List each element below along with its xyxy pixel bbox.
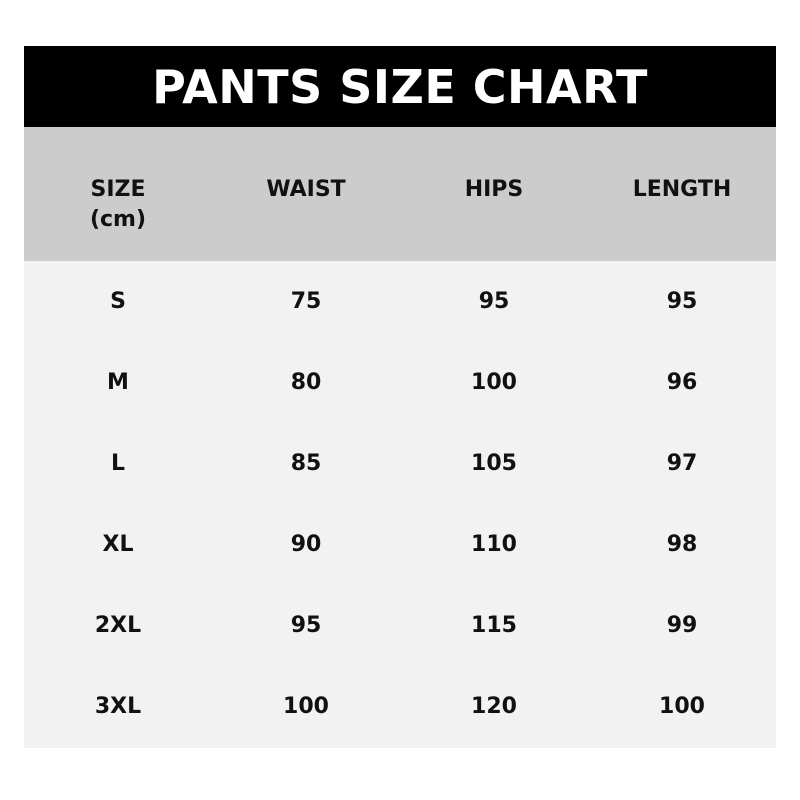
cell-size: XL <box>102 532 134 557</box>
cell-waist: 80 <box>290 370 322 395</box>
cell-size: 3XL <box>94 694 142 719</box>
cell-hips: 115 <box>471 613 517 638</box>
cell-hips: 100 <box>471 370 517 395</box>
table-body: S 75 95 95 M 80 100 96 L 85 105 97 XL 90 110 98 2XL 95 115… <box>24 261 776 748</box>
cell-hips: 95 <box>478 289 510 314</box>
cell-length: 98 <box>666 532 698 557</box>
header-row: SIZE (cm) WAIST HIPS LENGTH <box>24 127 776 261</box>
table-row: M 80 100 96 <box>24 342 776 423</box>
header-waist: WAIST <box>266 177 346 202</box>
table-row: XL 90 110 98 <box>24 504 776 585</box>
cell-waist: 100 <box>283 694 329 719</box>
size-chart-table: PANTS SIZE CHART SIZE (cm) WAIST HIPS LEN… <box>24 46 776 748</box>
table-row: S 75 95 95 <box>24 261 776 342</box>
header-size-unit: (cm) <box>89 207 147 232</box>
cell-length: 97 <box>666 451 698 476</box>
cell-size: L <box>110 451 126 476</box>
cell-waist: 95 <box>290 613 322 638</box>
cell-size: S <box>110 289 126 314</box>
header-hips: HIPS <box>464 177 524 202</box>
cell-hips: 110 <box>471 532 517 557</box>
cell-waist: 85 <box>290 451 322 476</box>
cell-size: 2XL <box>94 613 142 638</box>
chart-title: PANTS SIZE CHART <box>24 46 776 127</box>
cell-hips: 120 <box>471 694 517 719</box>
header-size: SIZE (cm) <box>24 127 212 261</box>
table-row: 3XL 100 120 100 <box>24 666 776 747</box>
cell-length: 95 <box>666 289 698 314</box>
header-length: LENGTH <box>632 177 732 202</box>
cell-length: 96 <box>666 370 698 395</box>
table-row: 2XL 95 115 99 <box>24 585 776 666</box>
table-row: L 85 105 97 <box>24 423 776 504</box>
cell-size: M <box>107 370 129 395</box>
cell-waist: 75 <box>290 289 322 314</box>
cell-length: 99 <box>666 613 698 638</box>
cell-length: 100 <box>659 694 705 719</box>
cell-waist: 90 <box>290 532 322 557</box>
header-size-label: SIZE <box>90 177 146 202</box>
cell-hips: 105 <box>471 451 517 476</box>
